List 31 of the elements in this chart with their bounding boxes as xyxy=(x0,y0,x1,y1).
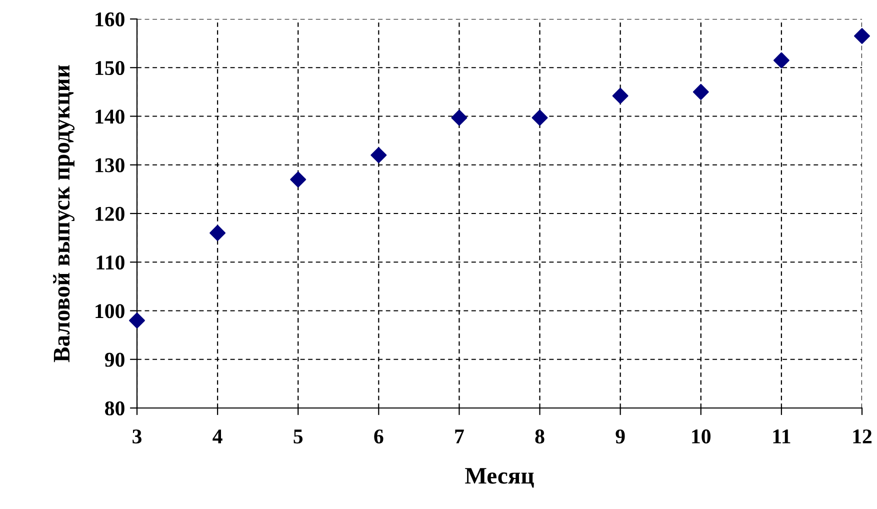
x-tick-label: 8 xyxy=(535,429,544,444)
point xyxy=(451,110,468,126)
y-tick-label: 140 xyxy=(96,110,124,124)
x-tick-label: 12 xyxy=(853,429,872,444)
point xyxy=(854,28,870,44)
point xyxy=(532,110,548,126)
y-tick-label: 150 xyxy=(96,61,124,76)
x-axis-title: Месяц xyxy=(465,468,534,488)
y-tick-label: 120 xyxy=(96,206,124,221)
x-tick-label: 6 xyxy=(374,429,384,444)
x-tick-label: 10 xyxy=(692,429,711,444)
x-tick-label: 5 xyxy=(294,430,303,444)
point xyxy=(370,147,387,164)
y-axis-title: Валовой выпуск продукции xyxy=(53,65,74,362)
point xyxy=(129,312,145,328)
y-tick-label: 90 xyxy=(104,352,124,367)
x-tick-label: 4 xyxy=(212,430,222,444)
point xyxy=(773,52,790,68)
point xyxy=(290,171,306,188)
y-tick-label: 130 xyxy=(96,158,124,172)
y-tick-label: 80 xyxy=(105,401,124,416)
y-tick-label: 160 xyxy=(96,12,124,26)
point xyxy=(210,224,226,241)
point xyxy=(692,84,709,100)
x-tick-label: 9 xyxy=(616,429,625,444)
y-tick-label: 100 xyxy=(96,304,124,318)
x-tick-label: 7 xyxy=(455,430,464,444)
point xyxy=(612,88,628,104)
y-tick-label: 110 xyxy=(96,256,124,270)
x-tick-label: 11 xyxy=(773,430,790,444)
x-tick-label: 3 xyxy=(132,429,142,444)
